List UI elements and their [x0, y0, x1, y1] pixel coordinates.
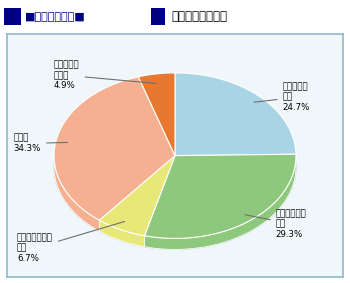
- Text: 無回答
34.3%: 無回答 34.3%: [14, 134, 68, 153]
- Text: まったく自信が
ない
6.7%: まったく自信が ない 6.7%: [17, 222, 125, 263]
- Polygon shape: [145, 157, 296, 249]
- PathPatch shape: [99, 156, 175, 236]
- PathPatch shape: [175, 73, 296, 156]
- Polygon shape: [54, 157, 99, 231]
- PathPatch shape: [138, 73, 175, 156]
- Text: 避難誘導する自信: 避難誘導する自信: [172, 10, 228, 23]
- Ellipse shape: [54, 84, 296, 249]
- Polygon shape: [99, 220, 145, 247]
- Text: ■図３－３－８■: ■図３－３－８■: [25, 12, 85, 22]
- Polygon shape: [145, 157, 296, 249]
- Polygon shape: [99, 220, 145, 247]
- Bar: [4, 8, 21, 25]
- Bar: [150, 8, 164, 25]
- PathPatch shape: [145, 154, 296, 238]
- Text: あまり自信が
ない
29.3%: あまり自信が ない 29.3%: [245, 209, 307, 239]
- Polygon shape: [54, 157, 99, 231]
- PathPatch shape: [54, 77, 175, 220]
- Text: かなり自信
がある
4.9%: かなり自信 がある 4.9%: [54, 61, 156, 90]
- Text: まあ自信が
ある
24.7%: まあ自信が ある 24.7%: [254, 82, 310, 112]
